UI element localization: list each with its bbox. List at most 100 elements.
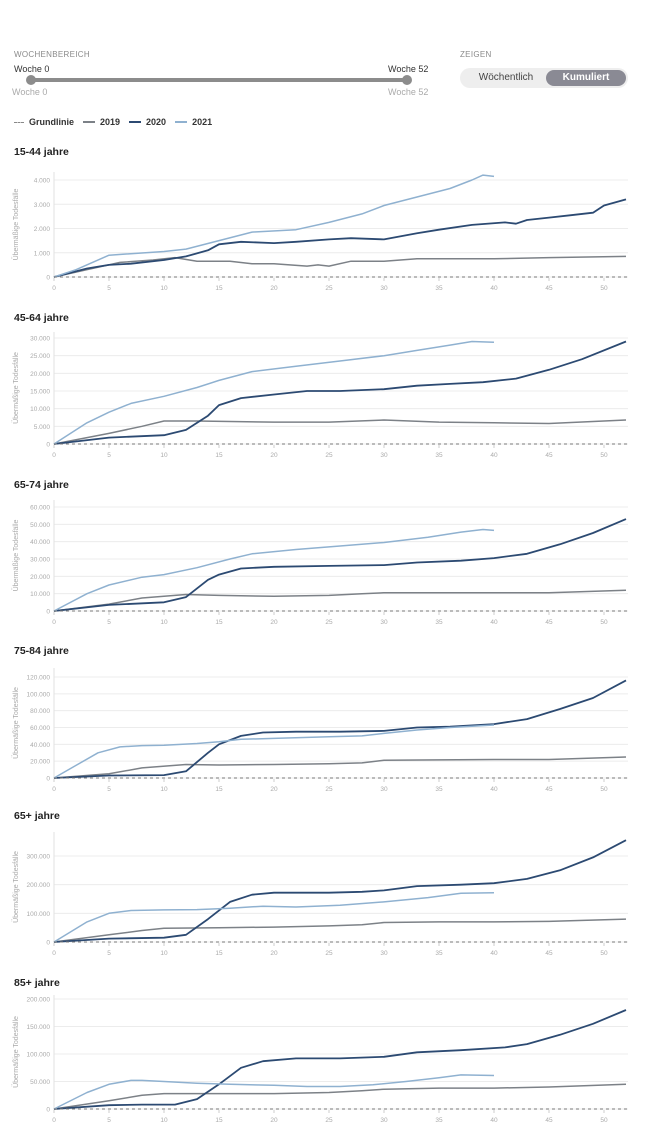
- x-tick-label: 30: [380, 452, 388, 459]
- x-tick-label: 0: [52, 619, 56, 626]
- x-tick-label: 30: [380, 1117, 388, 1124]
- series-line-2021: [53, 340, 495, 445]
- x-tick-label: 5: [107, 452, 111, 459]
- x-tick-label: 40: [490, 619, 498, 626]
- x-tick-label: 35: [435, 619, 443, 626]
- series-line-2021: [53, 891, 495, 943]
- y-tick-label: 100.000: [27, 911, 51, 918]
- x-tick-label: 30: [380, 786, 388, 793]
- x-tick-label: 35: [435, 1117, 443, 1124]
- x-tick-label: 40: [490, 285, 498, 292]
- y-tick-label: 2.000: [34, 226, 51, 233]
- y-tick-label: 30.000: [30, 557, 50, 564]
- week-range-slider-track[interactable]: [31, 78, 407, 82]
- x-tick-label: 20: [270, 452, 278, 459]
- range-end-handle[interactable]: [402, 75, 412, 85]
- series-line-2021: [53, 1074, 495, 1110]
- series-line-2021: [53, 174, 495, 278]
- legend-label-baseline: Grundlinie: [29, 117, 74, 127]
- x-tick-label: 45: [545, 619, 553, 626]
- x-tick-label: 25: [325, 950, 333, 957]
- x-tick-label: 50: [600, 452, 608, 459]
- y-tick-label: 20.000: [30, 371, 50, 378]
- cumulative-toggle-button[interactable]: Kumuliert: [546, 70, 626, 86]
- y-tick-label: 300.000: [27, 854, 51, 861]
- baseline-legend-swatch: [14, 121, 24, 123]
- chart-title-65-74: 65-74 jahre: [14, 479, 69, 491]
- x-tick-label: 15: [215, 950, 223, 957]
- series-line-2020: [53, 679, 627, 779]
- y-tick-label: 5.000: [34, 424, 51, 431]
- y-tick-label: 50.000: [30, 1079, 50, 1086]
- y-axis-label: Übermäßige Todesfälle: [12, 1016, 20, 1088]
- y-tick-label: 200.000: [27, 997, 51, 1004]
- x-tick-label: 35: [435, 452, 443, 459]
- chart-3: 0 20.000 40.000 60.000 80.000 100.000 120.000 0…: [12, 668, 628, 793]
- x-tick-label: 5: [107, 1117, 111, 1124]
- x-tick-label: 0: [52, 285, 56, 292]
- x-tick-label: 15: [215, 285, 223, 292]
- series-line-2020: [53, 1009, 627, 1110]
- chart-title-65plus: 65+ jahre: [14, 810, 60, 822]
- x-tick-label: 45: [545, 950, 553, 957]
- x-tick-label: 20: [270, 1117, 278, 1124]
- x-tick-label: 25: [325, 1117, 333, 1124]
- y-tick-label: 4.000: [34, 178, 51, 185]
- x-tick-label: 15: [215, 786, 223, 793]
- series-line-2020: [53, 839, 627, 943]
- x-tick-label: 0: [52, 786, 56, 793]
- x-tick-label: 30: [380, 950, 388, 957]
- y-axis-label: Übermäßige Todesfälle: [12, 687, 20, 759]
- chart-title-75-84: 75-84 jahre: [14, 645, 69, 657]
- x-tick-label: 35: [435, 950, 443, 957]
- y-tick-label: 0: [46, 609, 50, 616]
- y-tick-label: 120.000: [27, 675, 51, 682]
- x-tick-label: 10: [160, 452, 168, 459]
- x-tick-label: 50: [600, 786, 608, 793]
- y-tick-label: 40.000: [30, 539, 50, 546]
- x-tick-label: 40: [490, 950, 498, 957]
- series-line-2019: [53, 756, 627, 779]
- y-tick-label: 50.000: [30, 522, 50, 529]
- y-tick-label: 30.000: [30, 336, 50, 343]
- x-tick-label: 35: [435, 786, 443, 793]
- x-tick-label: 45: [545, 786, 553, 793]
- y-tick-label: 1.000: [34, 250, 51, 257]
- week-range-label: WOCHENBEREICH: [14, 50, 90, 59]
- weekly-toggle-button[interactable]: Wöchentlich: [478, 72, 534, 83]
- series-line-2021: [53, 724, 495, 779]
- y-tick-label: 15.000: [30, 389, 50, 396]
- legend-label-2020: 2020: [146, 117, 167, 127]
- x-tick-label: 20: [270, 619, 278, 626]
- series-line-2019: [53, 1083, 627, 1110]
- y-axis-label: Übermäßige Todesfälle: [12, 519, 20, 591]
- series-line-2021: [53, 528, 495, 612]
- series-line-2020: [53, 518, 627, 612]
- y-tick-label: 25.000: [30, 353, 50, 360]
- y-tick-label: 10.000: [30, 406, 50, 413]
- series-line-2019: [53, 918, 627, 943]
- x-tick-label: 20: [270, 786, 278, 793]
- x-tick-label: 0: [52, 452, 56, 459]
- y-tick-label: 0: [46, 442, 50, 449]
- x-tick-label: 10: [160, 619, 168, 626]
- y-tick-label: 150.000: [27, 1024, 51, 1031]
- 2020-legend-swatch: [129, 121, 142, 123]
- x-tick-label: 5: [107, 619, 111, 626]
- chart-0: 0 1.000 2.000 3.000 4.000 0 5 10 15 20 25 30 35 40 45 5…: [12, 172, 628, 292]
- view-toggle: Wöchentlich Kumuliert: [460, 68, 628, 88]
- series-line-2019: [53, 589, 627, 612]
- range-start-handle[interactable]: [26, 75, 36, 85]
- x-tick-label: 45: [545, 1117, 553, 1124]
- legend-label-2019: 2019: [100, 117, 121, 127]
- x-tick-label: 50: [600, 285, 608, 292]
- series-line-2019: [53, 255, 627, 278]
- y-axis-label: Übermäßige Todesfälle: [12, 188, 20, 260]
- x-tick-label: 40: [490, 452, 498, 459]
- chart-2: 0 10.000 20.000 30.000 40.000 50.000 60.000 0 5 1…: [12, 500, 628, 626]
- x-tick-label: 40: [490, 786, 498, 793]
- x-tick-label: 20: [270, 950, 278, 957]
- y-tick-label: 40.000: [30, 742, 50, 749]
- x-tick-label: 50: [600, 619, 608, 626]
